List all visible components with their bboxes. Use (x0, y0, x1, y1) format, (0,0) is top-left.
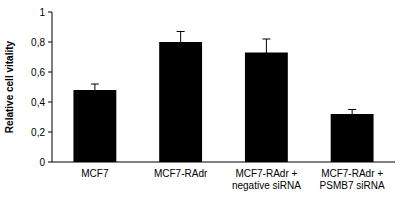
tick-mark (48, 42, 52, 43)
category-label-line: MCF7 (81, 168, 109, 179)
category-label: MCF7-RAdr +PSMB7 siRNA (320, 168, 385, 191)
tick-mark (48, 162, 52, 163)
chart-svg: 00,20,40,60,81MCF7MCF7-RAdrMCF7-RAdr +ne… (0, 0, 400, 204)
error-cap (91, 84, 99, 85)
error-cap (177, 31, 185, 32)
error-bar (177, 32, 185, 53)
bar (159, 42, 202, 162)
tick-label: 1 (39, 7, 45, 18)
error-cap (348, 109, 356, 110)
error-line (180, 32, 181, 53)
error-cap (91, 96, 99, 97)
error-cap (262, 66, 270, 67)
category-label: MCF7-RAdr +negative siRNA (232, 168, 301, 191)
error-line (266, 39, 267, 66)
tick-mark (48, 132, 52, 133)
error-line (352, 110, 353, 119)
tick-mark (48, 12, 52, 13)
error-cap (262, 39, 270, 40)
tick-label: 0,4 (31, 97, 45, 108)
error-cap (348, 118, 356, 119)
category-label-line: MCF7-RAdr + (235, 168, 297, 179)
category-label: MCF7-RAdr (154, 168, 208, 179)
category-label-line: negative siRNA (232, 180, 301, 191)
category-label: MCF7 (81, 168, 109, 179)
tick-label: 0,8 (31, 37, 45, 48)
tick-mark (48, 72, 52, 73)
tick-label: 0 (39, 157, 45, 168)
category-label-line: MCF7-RAdr (154, 168, 208, 179)
y-ticks: 0 0,2 0,4 0,6 0,8 1 (31, 7, 52, 168)
category-label-line: MCF7-RAdr + (321, 168, 383, 179)
bar (73, 90, 116, 162)
y-axis (52, 12, 53, 162)
tick-mark (48, 102, 52, 103)
error-bar (348, 110, 356, 119)
bar (245, 53, 288, 163)
bar (331, 114, 374, 162)
error-bar (91, 84, 99, 96)
error-line (94, 84, 95, 96)
category-label-line: PSMB7 siRNA (320, 180, 385, 191)
chart-container: 00,20,40,60,81MCF7MCF7-RAdrMCF7-RAdr +ne… (0, 0, 400, 204)
tick-label: 0,6 (31, 67, 45, 78)
bars (73, 32, 373, 163)
x-axis (52, 162, 395, 163)
y-axis-label: Relative cell vitality (4, 40, 15, 133)
error-cap (177, 52, 185, 53)
tick-label: 0,2 (31, 127, 45, 138)
error-bar (262, 39, 270, 66)
